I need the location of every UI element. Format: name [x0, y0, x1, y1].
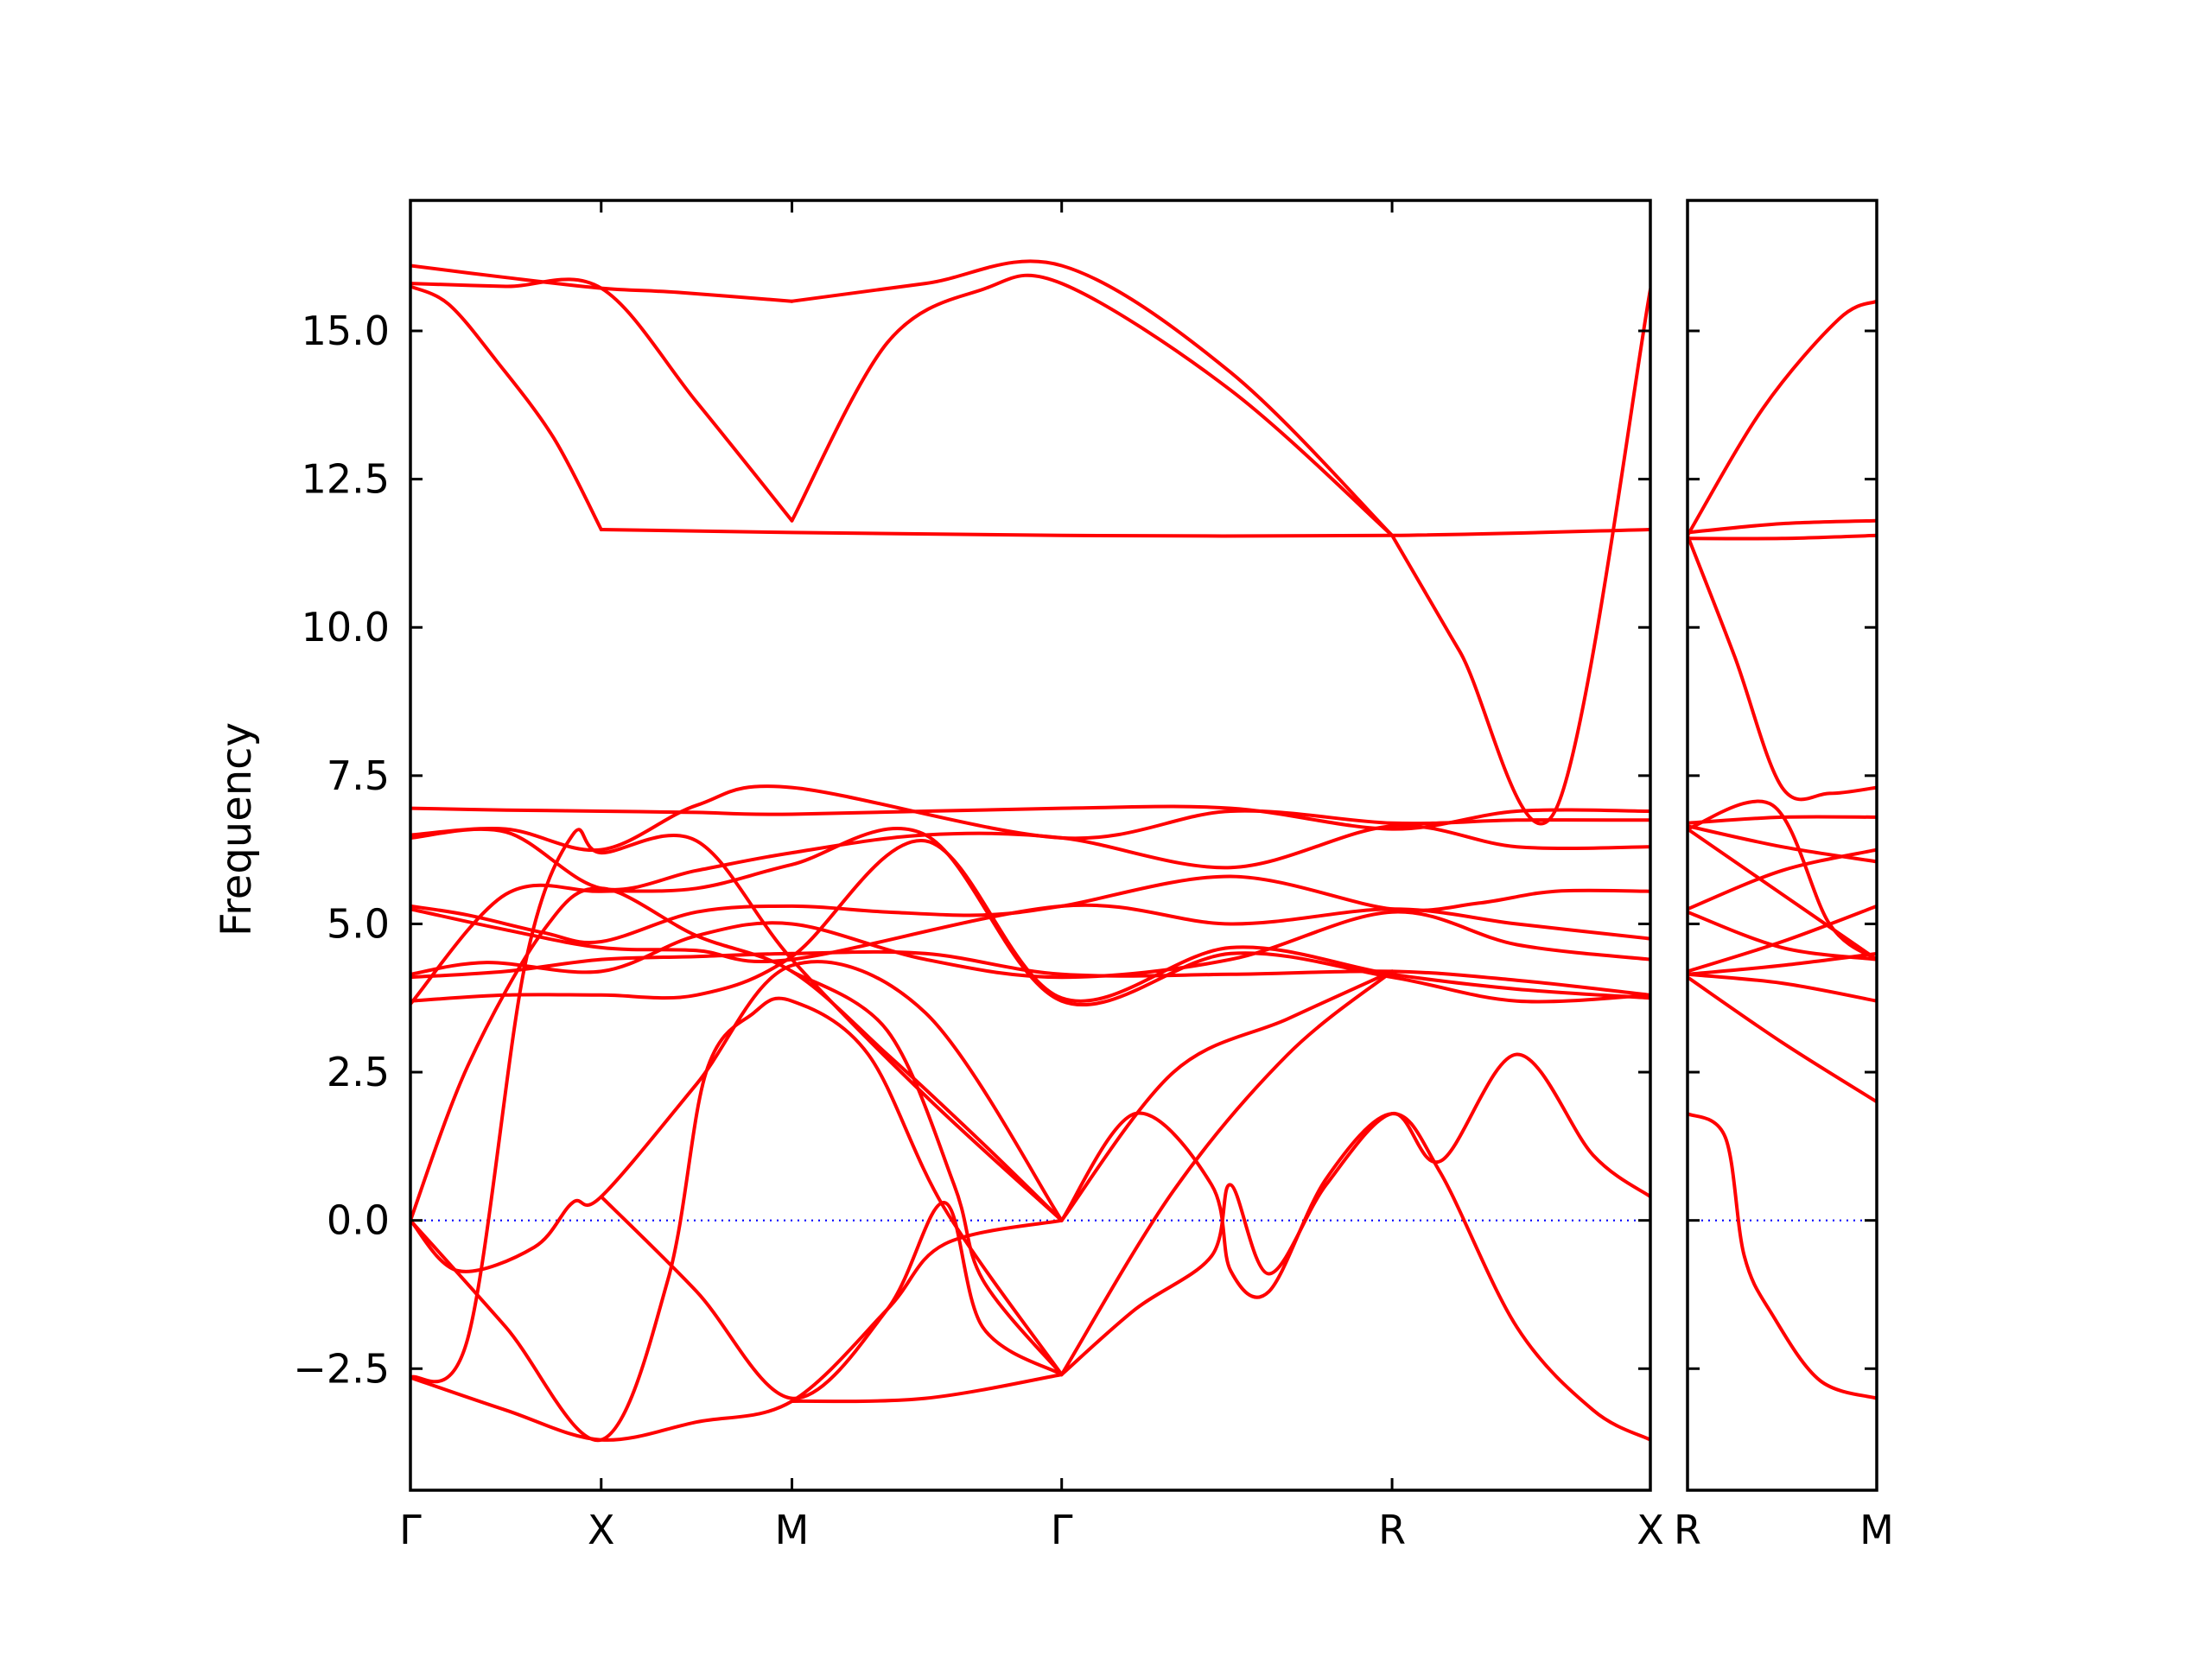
y-tick-label: 5.0	[327, 900, 390, 947]
band-line-13	[410, 949, 1650, 997]
band-line-22	[790, 1373, 1064, 1404]
band-line-18	[410, 960, 1064, 1273]
band-line-6	[1688, 799, 1877, 962]
band-line-9	[1688, 847, 1877, 911]
x-tick-label: X	[1637, 1507, 1664, 1553]
y-tick-label: 0.0	[327, 1197, 390, 1244]
x-tick-label: R	[1378, 1507, 1406, 1553]
band-line-23	[790, 969, 1064, 1377]
plot-frame	[409, 199, 1652, 1492]
band-line-4	[1688, 533, 1877, 802]
x-tick-label: M	[1859, 1507, 1894, 1553]
band-line-5	[790, 273, 1395, 537]
band-line-28	[1390, 288, 1650, 826]
band-line-3	[410, 284, 603, 531]
band-line-15	[1688, 1112, 1877, 1400]
band-line-2	[1688, 518, 1877, 535]
band-line-4	[790, 259, 1395, 537]
y-axis-label: Frequency	[213, 722, 261, 936]
band-line-19	[410, 1218, 1064, 1442]
band-line-21	[599, 1195, 1064, 1400]
x-tick-label: Γ	[1051, 1507, 1073, 1553]
band-line-1	[1688, 299, 1877, 537]
y-tick-label: 2.5	[327, 1049, 390, 1095]
band-line-8	[410, 784, 1650, 853]
band-line-8	[1688, 827, 1877, 962]
band-line-15	[410, 827, 1650, 1007]
band-line-13	[1688, 972, 1877, 1003]
band-line-7	[1688, 824, 1877, 864]
band-line-14	[1688, 975, 1877, 1104]
band-group	[1688, 299, 1877, 1400]
band-line-16	[410, 886, 1064, 1222]
y-tick-label: 7.5	[327, 752, 390, 799]
y-tick-label: 12.5	[302, 456, 390, 503]
x-tick-label: X	[588, 1507, 615, 1553]
panel-main: −2.5 0.0 2.5 5.0 7.5 10.0 12.5 15.0 Γ X M Γ R X	[293, 199, 1664, 1553]
y-tick-label: 10.0	[302, 604, 390, 651]
x-tick-label: M	[775, 1507, 810, 1553]
band-line-12	[1688, 951, 1877, 976]
y-tick-label: −2.5	[293, 1345, 390, 1392]
band-line-25	[1059, 1052, 1650, 1377]
x-tick-label: R	[1674, 1507, 1701, 1553]
y-tick-label: 15.0	[302, 308, 390, 354]
band-line-3	[1688, 533, 1877, 541]
band-line-7	[410, 804, 1650, 831]
band-line-6	[599, 528, 1650, 538]
band-line-1	[410, 263, 794, 303]
band-group	[410, 259, 1650, 1443]
band-line-26	[1059, 969, 1395, 1222]
band-line-11	[410, 903, 1650, 963]
band-line-11	[1688, 904, 1877, 974]
band-line-17	[410, 828, 1064, 1384]
band-line-24	[1059, 1111, 1650, 1442]
band-line-9	[410, 823, 1650, 892]
band-line-2	[410, 277, 794, 523]
band-line-20	[410, 996, 1064, 1443]
band-line-10	[1688, 910, 1877, 962]
x-tick-label: Γ	[399, 1507, 422, 1553]
band-line-10	[410, 874, 1650, 944]
plot-frame	[1686, 199, 1878, 1492]
band-line-12	[410, 910, 1650, 980]
band-line-27	[1059, 969, 1395, 1377]
